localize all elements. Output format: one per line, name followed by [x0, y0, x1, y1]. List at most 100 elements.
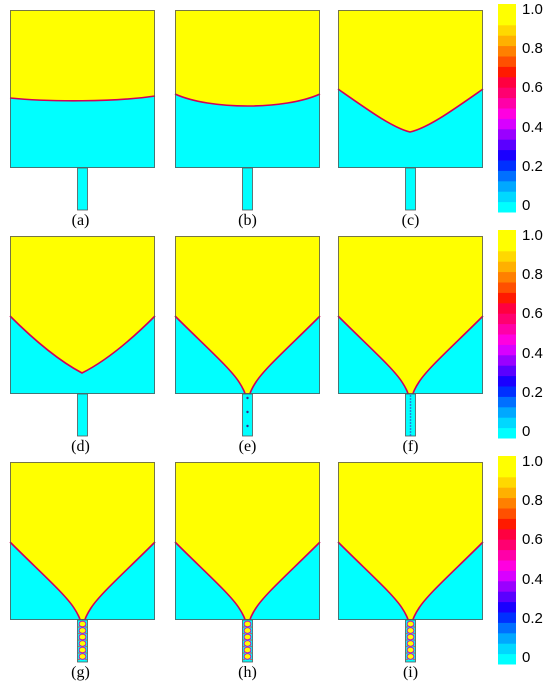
- colorbar-swatch: [498, 570, 516, 582]
- colorbar-swatch: [498, 191, 516, 203]
- bubble-dot: [413, 632, 415, 635]
- domain-outline: [338, 236, 483, 394]
- colorbar-tick-label: 0.2: [522, 609, 543, 627]
- colorbar-swatch: [498, 518, 516, 530]
- panel-caption: (f): [402, 438, 419, 455]
- colorbar-swatch: [498, 632, 516, 644]
- colorbar-swatch: [498, 313, 516, 325]
- colorbar-swatch: [498, 508, 516, 519]
- colorbar-tick-label: 0: [522, 423, 531, 440]
- bubble: [78, 640, 87, 647]
- colorbar-swatch: [498, 406, 516, 418]
- droplet-dot: [409, 410, 412, 412]
- colorbar-swatch: [498, 549, 516, 561]
- bubble-dot: [243, 632, 245, 635]
- bubble: [406, 640, 415, 647]
- bubble-dot: [413, 639, 415, 641]
- panels-layer: [9, 10, 484, 663]
- bubble: [78, 627, 87, 634]
- bubble-dot: [250, 658, 252, 661]
- colorbar-swatch: [498, 66, 516, 78]
- panel-h: [174, 462, 321, 663]
- bubble-dot: [406, 652, 408, 654]
- panel-d: [9, 236, 156, 437]
- bubble: [243, 646, 252, 654]
- outlet-channel: [77, 393, 88, 437]
- outlet-channel: [405, 167, 416, 211]
- channel-fluid: [77, 167, 88, 211]
- bubble: [78, 653, 87, 660]
- colorbar-tick-label: 0.8: [522, 266, 543, 284]
- colorbar-swatch: [498, 170, 516, 182]
- bubble-dot: [250, 626, 252, 628]
- bubble-dot: [243, 658, 245, 661]
- droplet-dot: [409, 401, 412, 403]
- colorbar-tick-label: 0.4: [522, 344, 543, 362]
- bubble: [406, 627, 415, 634]
- colorbar-tick-label: 0.4: [522, 570, 543, 588]
- droplet-dot: [409, 428, 412, 430]
- colorbar-swatch: [498, 528, 516, 540]
- colorbar-tick-label: 0.8: [522, 492, 543, 510]
- droplet-dot: [409, 431, 412, 433]
- bubble: [406, 646, 415, 654]
- outlet-channel: [242, 167, 253, 211]
- panel-caption: (i): [402, 664, 419, 681]
- droplet-dot: [409, 419, 412, 421]
- bubble-dot: [413, 652, 415, 654]
- channel-fluid: [242, 167, 253, 211]
- bubble: [78, 646, 87, 654]
- colorbar-swatch: [498, 334, 516, 345]
- droplet-dot: [409, 434, 412, 436]
- panel-caption: (d): [71, 438, 90, 455]
- channel-fluid: [405, 393, 416, 437]
- colorbars-layer: [498, 4, 516, 665]
- droplet-dot: [409, 398, 412, 400]
- panel-b: [174, 10, 321, 211]
- colorbar-swatch: [498, 487, 516, 499]
- colorbar-swatch: [498, 580, 516, 592]
- bubble-dot: [406, 658, 408, 661]
- colorbar-tick-label: 0.6: [522, 305, 543, 323]
- outlet-channel: [77, 167, 88, 211]
- channel-fluid: [242, 393, 253, 437]
- upper-fluid-region: [10, 462, 155, 620]
- colorbar-swatch: [498, 128, 516, 140]
- colorbar-swatch: [498, 417, 516, 429]
- bubble-dot: [78, 652, 80, 654]
- colorbar-swatch: [498, 149, 516, 161]
- bubble-dot: [413, 626, 415, 628]
- colorbar-swatch: [498, 365, 516, 377]
- upper-fluid-region: [338, 236, 483, 394]
- colorbar-swatch: [498, 622, 516, 634]
- bubble: [243, 653, 252, 660]
- bubble: [243, 620, 252, 628]
- colorbar-swatch: [498, 271, 516, 283]
- bubble-dot: [85, 626, 87, 628]
- droplet-dot: [409, 407, 412, 409]
- upper-fluid-region: [175, 462, 320, 620]
- upper-fluid-region: [338, 462, 483, 620]
- interface-line: [337, 88, 484, 133]
- colorbar-tick-label: 1.0: [522, 1, 543, 18]
- bubble: [78, 620, 87, 628]
- colorbar-swatch: [498, 354, 516, 366]
- bubble-dot: [250, 652, 252, 654]
- droplet-dot: [409, 425, 412, 427]
- bubble-dot: [85, 645, 87, 648]
- domain-outline: [338, 10, 483, 168]
- colorbar-tick-label: 0.8: [522, 40, 543, 58]
- colorbar-swatch: [498, 344, 516, 356]
- panel-a: [9, 10, 156, 211]
- outlet-channel: [242, 393, 253, 437]
- colorbar-tick-label: 1.0: [522, 453, 543, 470]
- colorbar: [498, 4, 516, 213]
- colorbar-swatch: [498, 139, 516, 151]
- colorbar-tick-label: 0.6: [522, 531, 543, 549]
- colorbar-tick-label: 0.2: [522, 157, 543, 175]
- colorbar-swatch: [498, 56, 516, 67]
- colorbar-swatch: [498, 35, 516, 47]
- upper-fluid-region: [175, 236, 320, 394]
- bubble-dot: [413, 645, 415, 648]
